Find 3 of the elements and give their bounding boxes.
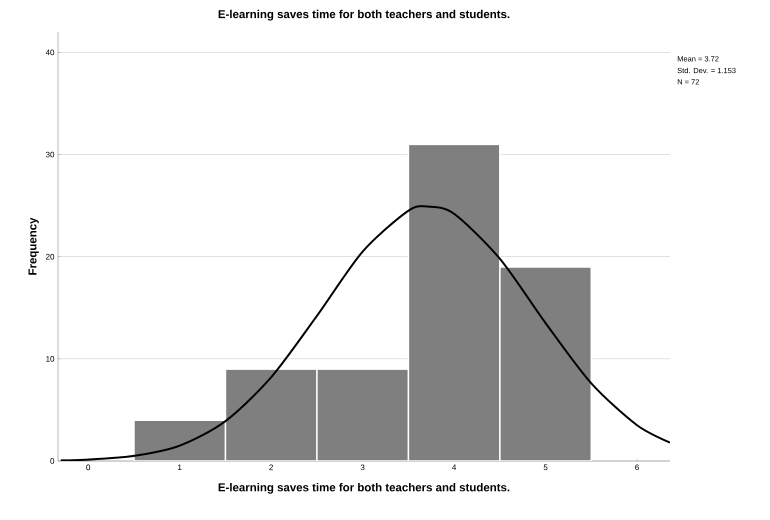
y-axis-title: Frequency <box>28 218 39 275</box>
chart-title: E-learning saves time for both teachers and students. <box>218 10 510 20</box>
x-axis-title: E-learning saves time for both teachers and students. <box>218 482 510 494</box>
